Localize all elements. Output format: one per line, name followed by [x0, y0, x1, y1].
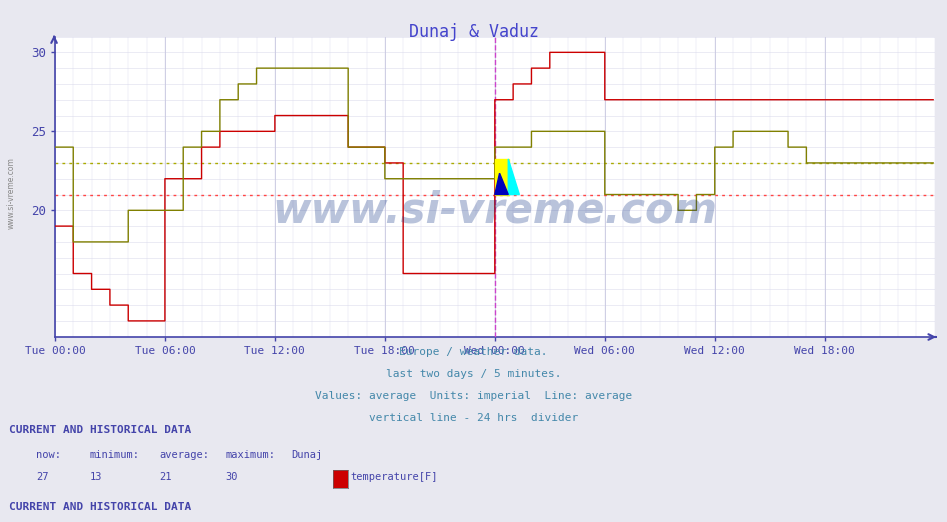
Text: www.si-vreme.com: www.si-vreme.com	[273, 189, 717, 232]
Text: average:: average:	[159, 450, 209, 460]
Polygon shape	[495, 173, 509, 195]
Text: www.si-vreme.com: www.si-vreme.com	[7, 157, 16, 229]
Text: 27: 27	[36, 472, 48, 482]
Text: CURRENT AND HISTORICAL DATA: CURRENT AND HISTORICAL DATA	[9, 425, 191, 435]
Text: now:: now:	[36, 450, 61, 460]
Text: minimum:: minimum:	[90, 450, 140, 460]
Polygon shape	[509, 159, 519, 195]
Text: Dunaj: Dunaj	[292, 450, 323, 460]
Text: 30: 30	[225, 472, 238, 482]
Bar	[495, 159, 509, 195]
Text: vertical line - 24 hrs  divider: vertical line - 24 hrs divider	[369, 413, 578, 423]
Text: last two days / 5 minutes.: last two days / 5 minutes.	[385, 369, 562, 379]
Text: Values: average  Units: imperial  Line: average: Values: average Units: imperial Line: av…	[314, 391, 633, 401]
Text: temperature[F]: temperature[F]	[350, 472, 438, 482]
Text: Dunaj & Vaduz: Dunaj & Vaduz	[408, 23, 539, 41]
Text: maximum:: maximum:	[225, 450, 276, 460]
Text: CURRENT AND HISTORICAL DATA: CURRENT AND HISTORICAL DATA	[9, 502, 191, 512]
Text: 21: 21	[159, 472, 171, 482]
Text: 13: 13	[90, 472, 102, 482]
Text: Europe / weather data.: Europe / weather data.	[400, 347, 547, 357]
